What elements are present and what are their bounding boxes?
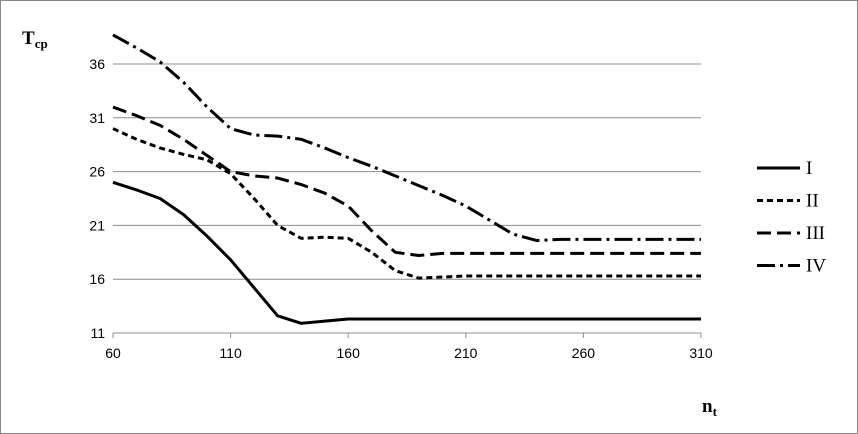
x-tick-label: 110	[219, 345, 242, 361]
y-tick-label: 16	[89, 271, 105, 287]
series-line	[112, 180, 701, 325]
x-tick-label: 210	[454, 345, 478, 361]
y-tick-label: 11	[90, 325, 105, 341]
legend-label: I	[806, 158, 812, 179]
y-axis-label: Tcp	[22, 28, 48, 51]
legend-label: II	[806, 191, 819, 212]
legend-label: III	[806, 223, 825, 244]
series-line	[112, 33, 701, 242]
x-tick-label: 310	[689, 345, 713, 361]
x-axis-label: nt	[702, 396, 718, 419]
y-tick-label: 21	[89, 217, 105, 233]
y-tick-label: 26	[89, 164, 105, 180]
x-tick-label: 160	[337, 345, 361, 361]
series-line	[112, 105, 701, 258]
x-tick-label: 60	[105, 345, 121, 361]
x-tick-label: 260	[572, 345, 596, 361]
y-tick-label: 36	[89, 56, 105, 72]
legend-label: IV	[806, 256, 826, 277]
y-tick-label: 31	[89, 110, 105, 126]
series-line	[112, 127, 701, 280]
